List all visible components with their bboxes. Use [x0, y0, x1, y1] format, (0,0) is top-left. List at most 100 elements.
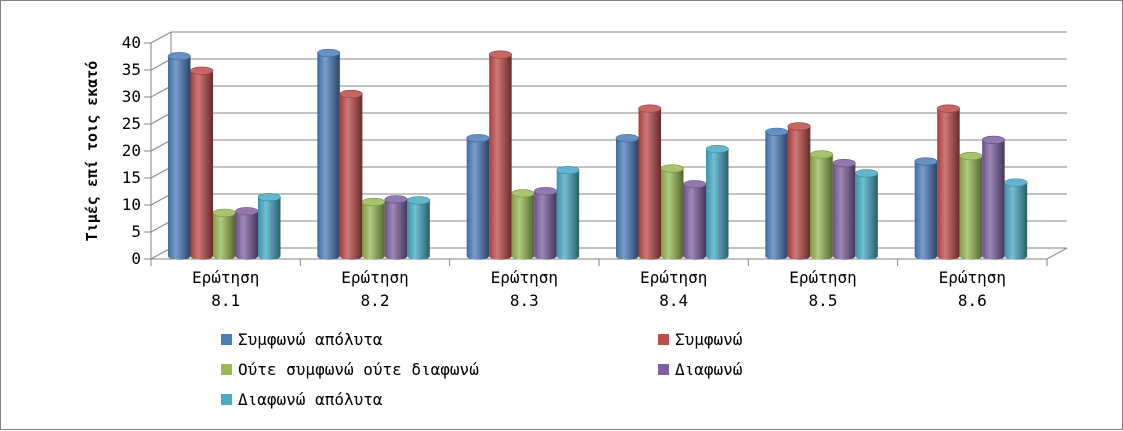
bar [362, 197, 386, 260]
bar-top [339, 89, 363, 99]
category-label: Ερώτηση [789, 268, 856, 287]
bar [488, 50, 512, 260]
legend-item: Συμφωνώ απόλυτα [221, 330, 383, 349]
legend-item: Συμφωνώ [658, 330, 743, 349]
gridline [150, 58, 1067, 71]
legend-swatch [658, 334, 669, 345]
bar-body [661, 168, 684, 260]
bar-top [787, 122, 811, 131]
bar [167, 52, 191, 260]
legend-label: Διαφωνώ [675, 360, 743, 379]
bars [167, 48, 1028, 260]
bar-body [959, 156, 983, 260]
bar [936, 104, 960, 260]
bar [705, 144, 729, 260]
category-labels: Ερώτηση 8.1 Ερώτηση 8.2 Ερώτηση 8.3 Ερώτηση 8.4… [192, 268, 1006, 310]
bar-body [384, 199, 408, 260]
category-label: Ερώτηση [192, 268, 259, 287]
bar [533, 187, 557, 260]
legend-label: Διαφωνώ απόλυτα [238, 390, 383, 409]
bar-body [855, 173, 878, 260]
bar-top [362, 197, 386, 207]
y-tick-label: 30 [122, 87, 141, 106]
bar-body [534, 191, 557, 260]
bar-body [638, 108, 661, 260]
bar [466, 134, 490, 260]
y-tick-label: 35 [122, 60, 141, 79]
bar [638, 104, 662, 260]
bar-body [168, 56, 191, 260]
bar [787, 122, 811, 260]
bar [855, 169, 879, 260]
gridline [150, 139, 1067, 152]
bar-top [212, 208, 236, 217]
bar-top [167, 52, 191, 61]
bar-top [384, 195, 408, 204]
category-label: Ερώτηση [640, 268, 707, 287]
bar-top [981, 135, 1005, 144]
gridline [150, 85, 1067, 98]
bar [765, 127, 789, 260]
y-tick-labels: 0 5 10 15 20 25 30 35 40 [122, 33, 141, 268]
category-label: 8.6 [958, 291, 987, 310]
bar [190, 66, 214, 260]
bar-body [616, 138, 639, 260]
bar-body [914, 161, 938, 260]
y-tick-label: 25 [122, 114, 141, 133]
bar-top [832, 159, 856, 168]
bar-top [235, 207, 259, 216]
bar-top [638, 104, 662, 113]
legend-label: Συμφωνώ [675, 330, 743, 349]
bar-body [407, 200, 430, 260]
bar [914, 157, 938, 260]
bar [810, 150, 834, 260]
bar-body [339, 94, 363, 260]
category-label: 8.1 [211, 291, 240, 310]
bar [556, 166, 580, 260]
bar-top [855, 169, 879, 178]
bar-top [511, 189, 535, 198]
bar [1004, 178, 1028, 260]
bar [511, 189, 535, 260]
category-label: 8.5 [809, 291, 838, 310]
legend-swatch [221, 394, 232, 405]
category-label: Ερώτηση [341, 268, 408, 287]
bar-body [810, 154, 833, 260]
bar-top [407, 196, 431, 205]
gridline [150, 112, 1067, 125]
gridline [150, 31, 1067, 44]
bar-top [705, 144, 729, 154]
bar-body [258, 197, 281, 260]
bar [235, 207, 259, 260]
bar-body [235, 211, 258, 260]
bar-body [683, 184, 706, 260]
bar-top [556, 166, 580, 175]
legend: Συμφωνώ απόλυτα Συμφωνώ Ούτε συμφωνώ ούτε … [221, 330, 743, 409]
bar-body [832, 163, 856, 260]
bar [832, 159, 856, 260]
bar-body [489, 54, 512, 260]
legend-swatch [221, 364, 232, 375]
bar-body [317, 52, 340, 260]
y-tick-label: 15 [122, 168, 141, 187]
legend-item: Διαφωνώ [658, 360, 743, 379]
bar [317, 48, 341, 260]
legend-item: Διαφωνώ απόλυτα [221, 390, 383, 409]
legend-label: Συμφωνώ απόλυτα [238, 330, 383, 349]
bar-top [257, 193, 281, 202]
bar-body [982, 139, 1005, 260]
bar-body [706, 149, 729, 260]
bar-body [937, 108, 960, 260]
legend-item: Ούτε συμφωνώ ούτε διαφωνώ [221, 360, 479, 379]
category-label: Ερώτηση [491, 268, 558, 287]
bar [257, 193, 281, 260]
category-label: 8.2 [361, 291, 390, 310]
bar-body [765, 131, 788, 260]
bar [615, 134, 639, 260]
y-tick-label: 20 [122, 141, 141, 160]
bar [660, 164, 684, 260]
bar-body [213, 212, 236, 260]
y-tick-label: 10 [122, 195, 141, 214]
